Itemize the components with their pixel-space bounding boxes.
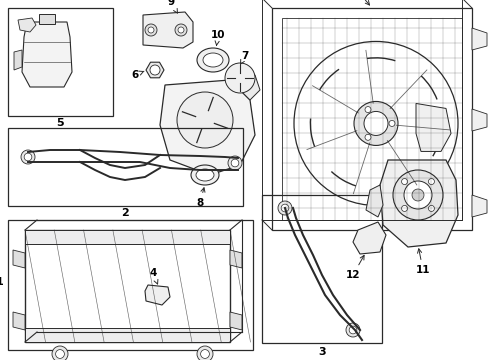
Circle shape: [393, 170, 443, 220]
Polygon shape: [230, 75, 260, 100]
Polygon shape: [472, 195, 487, 217]
Ellipse shape: [203, 53, 223, 67]
Polygon shape: [472, 28, 487, 50]
Text: 6: 6: [131, 70, 144, 80]
Ellipse shape: [191, 165, 219, 185]
Text: 2: 2: [121, 208, 129, 218]
Polygon shape: [146, 62, 164, 78]
Polygon shape: [18, 18, 36, 32]
Text: 3: 3: [318, 347, 326, 357]
Bar: [8, 220, 253, 350]
Polygon shape: [160, 80, 255, 175]
Bar: [282, 18, 462, 220]
Circle shape: [412, 189, 424, 201]
Polygon shape: [230, 250, 242, 268]
Polygon shape: [366, 185, 383, 217]
Text: 10: 10: [211, 30, 225, 46]
Bar: [8, 8, 113, 116]
Circle shape: [150, 65, 160, 75]
Circle shape: [389, 121, 395, 126]
Circle shape: [55, 350, 64, 359]
Polygon shape: [143, 12, 193, 48]
Bar: [25, 230, 230, 244]
Bar: [272, 8, 472, 230]
Circle shape: [52, 346, 68, 360]
Text: 13: 13: [350, 0, 369, 5]
Text: 1: 1: [0, 277, 3, 287]
Bar: [262, 195, 382, 343]
Circle shape: [349, 326, 357, 334]
Polygon shape: [380, 160, 458, 247]
Text: 8: 8: [196, 188, 205, 208]
Text: 12: 12: [346, 255, 364, 280]
Ellipse shape: [196, 169, 214, 181]
Circle shape: [228, 156, 242, 170]
Circle shape: [231, 159, 239, 167]
Circle shape: [148, 27, 154, 33]
Polygon shape: [14, 50, 22, 70]
Bar: [25, 328, 230, 342]
Text: 5: 5: [56, 118, 64, 128]
Circle shape: [364, 112, 388, 135]
Circle shape: [178, 27, 184, 33]
Polygon shape: [416, 103, 451, 152]
Polygon shape: [230, 312, 242, 330]
Polygon shape: [13, 250, 25, 268]
Polygon shape: [472, 109, 487, 131]
Circle shape: [354, 102, 398, 145]
Ellipse shape: [197, 48, 229, 72]
Circle shape: [346, 323, 360, 337]
Circle shape: [365, 107, 371, 113]
Circle shape: [278, 201, 292, 215]
Text: 11: 11: [416, 249, 430, 275]
Bar: [8, 128, 243, 206]
Text: 7: 7: [241, 51, 249, 64]
Text: 9: 9: [168, 0, 177, 13]
Circle shape: [197, 346, 213, 360]
Circle shape: [365, 134, 371, 140]
Polygon shape: [145, 285, 170, 305]
Bar: [25, 230, 230, 342]
Polygon shape: [22, 22, 72, 87]
Circle shape: [428, 206, 435, 211]
Circle shape: [24, 153, 32, 161]
Bar: [39, 14, 55, 24]
Circle shape: [402, 206, 408, 211]
Circle shape: [21, 150, 35, 164]
Circle shape: [402, 179, 408, 185]
Polygon shape: [13, 312, 25, 330]
Circle shape: [177, 92, 233, 148]
Circle shape: [145, 24, 157, 36]
Circle shape: [428, 179, 435, 185]
Text: 4: 4: [149, 268, 158, 284]
Circle shape: [225, 63, 255, 93]
Polygon shape: [353, 222, 386, 254]
Circle shape: [404, 181, 432, 209]
Circle shape: [281, 204, 289, 212]
Circle shape: [175, 24, 187, 36]
Circle shape: [200, 350, 209, 359]
